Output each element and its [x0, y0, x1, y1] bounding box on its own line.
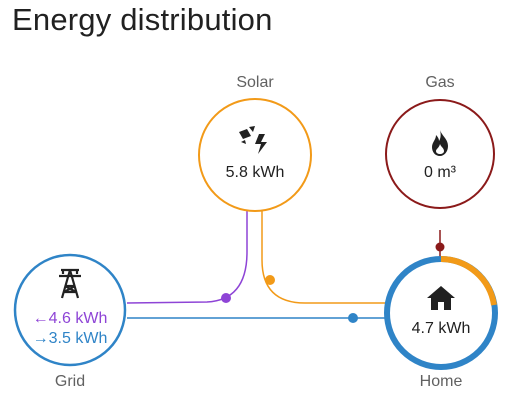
- home-node[interactable]: [387, 259, 495, 367]
- solar-value: 5.8 kWh: [225, 164, 285, 181]
- gas-label: Gas: [425, 74, 455, 91]
- fire-icon: [432, 130, 448, 156]
- flow-dot-gas-home: [435, 242, 445, 252]
- grid-node[interactable]: [15, 255, 125, 365]
- solar-node[interactable]: [199, 99, 311, 211]
- flow-dot-grid-home: [348, 313, 358, 323]
- grid-export-value: →3.5 kWh: [32, 330, 108, 347]
- home-icon: [427, 286, 455, 310]
- grid-node-circle: [13, 253, 127, 367]
- home-value: 4.7 kWh: [411, 320, 471, 337]
- home-ring-solar-segment: [440, 256, 497, 306]
- home-label: Home: [419, 373, 463, 390]
- grid-import-value: ←4.6 kWh: [32, 310, 108, 327]
- flow-dot-solar-home: [265, 275, 275, 285]
- gas-value: 0 m³: [424, 164, 456, 181]
- solar-power-icon: [239, 126, 267, 154]
- card-title: Energy distribution: [12, 2, 273, 37]
- transmission-tower-icon: [59, 268, 81, 299]
- solar-node-circle: [198, 98, 312, 212]
- flow-dot-solar-grid: [221, 293, 231, 303]
- flow-solar-to-home: [261, 210, 385, 304]
- flow-solar-to-grid: [126, 210, 248, 304]
- gas-node[interactable]: [386, 100, 494, 208]
- grid-label: Grid: [54, 373, 86, 390]
- solar-label: Solar: [236, 74, 274, 91]
